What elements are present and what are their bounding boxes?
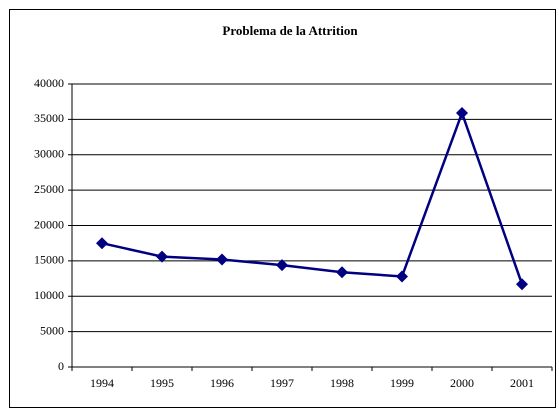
y-tick-label: 40000 bbox=[34, 76, 64, 90]
y-tick-label: 5000 bbox=[40, 323, 64, 337]
data-marker bbox=[336, 266, 348, 279]
y-tick-label: 25000 bbox=[34, 182, 64, 196]
x-tick-label: 1998 bbox=[330, 376, 354, 390]
y-tick-label: 15000 bbox=[34, 253, 64, 267]
data-marker bbox=[516, 278, 528, 291]
y-tick-label: 35000 bbox=[34, 111, 64, 125]
data-marker bbox=[156, 250, 168, 263]
data-line bbox=[101, 109, 524, 285]
chart-title: Problema de la Attrition bbox=[222, 23, 358, 38]
data-marker bbox=[276, 259, 288, 272]
x-tick-label: 1995 bbox=[150, 376, 174, 390]
chart-frame bbox=[9, 9, 556, 408]
data-marker bbox=[216, 253, 228, 266]
data-marker bbox=[396, 270, 408, 283]
x-tick-label: 1997 bbox=[270, 376, 294, 390]
y-tick-label: 20000 bbox=[34, 217, 64, 231]
y-tick-label: 0 bbox=[58, 359, 64, 373]
x-tick-label: 1994 bbox=[90, 376, 114, 390]
data-marker bbox=[456, 107, 468, 120]
x-tick-label: 2000 bbox=[450, 376, 474, 390]
y-tick-label: 10000 bbox=[34, 288, 64, 302]
data-marker bbox=[96, 237, 108, 250]
x-tick-label: 1996 bbox=[210, 376, 234, 390]
x-tick-label: 2001 bbox=[510, 376, 534, 390]
y-tick-label: 30000 bbox=[34, 147, 64, 161]
x-tick-label: 1999 bbox=[390, 376, 414, 390]
